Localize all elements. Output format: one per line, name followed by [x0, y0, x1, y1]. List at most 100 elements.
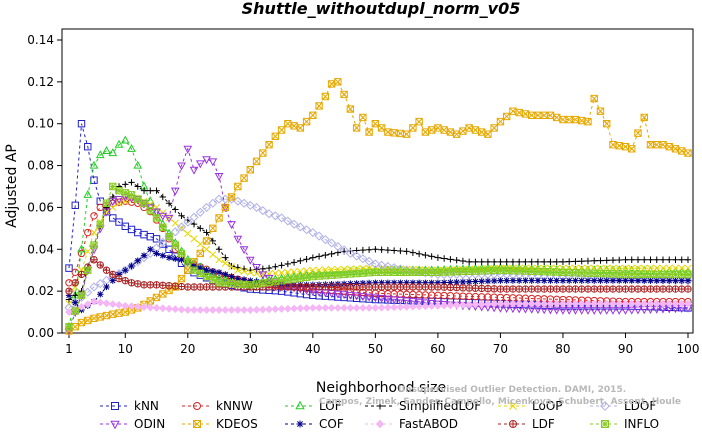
- data-point: [684, 270, 692, 279]
- data-point: [653, 285, 661, 293]
- data-point: [472, 278, 479, 285]
- data-point: [484, 258, 492, 266]
- data-point: [202, 272, 211, 281]
- data-point: [459, 278, 467, 286]
- data-point: [140, 199, 148, 207]
- data-point: [440, 301, 449, 310]
- data-point: [152, 214, 161, 222]
- y-tick-label: 0.00: [27, 326, 54, 340]
- legend-marker: [509, 402, 517, 410]
- data-point: [259, 149, 267, 157]
- data-point: [277, 305, 286, 313]
- legend-item: kNNW: [182, 399, 253, 413]
- legend-item: KDEOS: [182, 417, 258, 431]
- data-point: [270, 211, 280, 221]
- data-point: [352, 124, 361, 132]
- data-point: [102, 299, 111, 308]
- data-point: [591, 277, 598, 284]
- data-point: [278, 262, 285, 269]
- data-point: [297, 257, 304, 264]
- data-point: [440, 283, 448, 291]
- data-point: [115, 271, 123, 278]
- x-tick-label: 80: [555, 342, 570, 356]
- data-point: [359, 269, 367, 277]
- data-point: [77, 270, 86, 279]
- data-point: [159, 252, 166, 259]
- data-point: [684, 277, 692, 284]
- data-point: [147, 187, 154, 194]
- data-point: [364, 293, 374, 302]
- data-point: [202, 156, 211, 165]
- data-point: [209, 283, 217, 291]
- data-point: [221, 279, 230, 287]
- data-point: [227, 221, 236, 230]
- data-point: [153, 187, 160, 194]
- data-point: [214, 194, 224, 204]
- data-point: [396, 303, 405, 311]
- data-point: [327, 80, 336, 88]
- data-point: [434, 254, 442, 261]
- data-point: [403, 248, 410, 255]
- data-point: [190, 220, 198, 228]
- data-point: [221, 259, 229, 267]
- data-point: [572, 277, 579, 284]
- data-point: [108, 300, 117, 309]
- data-point: [240, 306, 248, 314]
- data-point: [559, 268, 567, 277]
- data-point: [234, 266, 242, 274]
- data-point: [596, 306, 605, 315]
- data-point: [228, 263, 236, 271]
- data-point: [628, 270, 636, 279]
- data-point: [321, 92, 330, 101]
- data-point: [265, 264, 273, 272]
- data-point: [227, 306, 236, 314]
- data-point: [283, 304, 292, 313]
- data-point: [259, 279, 267, 287]
- data-point: [678, 147, 686, 155]
- data-point: [108, 148, 118, 157]
- data-point: [659, 270, 667, 279]
- data-point: [89, 282, 99, 292]
- data-point: [203, 267, 210, 274]
- data-point: [240, 267, 248, 275]
- data-point: [596, 299, 605, 308]
- data-point: [165, 254, 173, 261]
- data-point: [552, 285, 561, 293]
- data-point: [396, 129, 405, 138]
- data-point: [653, 277, 660, 284]
- data-point: [296, 124, 305, 132]
- data-point: [653, 270, 661, 279]
- data-point: [146, 281, 154, 289]
- data-point: [352, 283, 361, 291]
- data-point: [409, 124, 417, 132]
- data-point: [302, 304, 311, 313]
- data-point: [190, 235, 198, 243]
- data-point: [284, 283, 292, 291]
- data-point: [646, 270, 655, 279]
- data-point: [189, 166, 199, 175]
- data-point: [577, 306, 587, 315]
- data-point: [390, 303, 399, 312]
- data-point: [459, 127, 467, 135]
- data-point: [609, 277, 617, 284]
- data-point: [352, 269, 361, 278]
- data-point: [522, 277, 529, 284]
- data-point: [202, 202, 212, 212]
- data-point: [434, 124, 442, 132]
- data-point: [84, 143, 92, 151]
- data-point: [628, 277, 635, 284]
- data-point: [208, 198, 218, 208]
- data-point: [640, 270, 648, 279]
- data-point: [320, 234, 330, 245]
- data-point: [596, 107, 605, 115]
- data-point: [384, 279, 392, 286]
- legend-marker: [601, 420, 609, 428]
- data-point: [165, 245, 173, 253]
- data-point: [484, 277, 492, 285]
- series-fastabod: [65, 297, 692, 316]
- legend-item: SimplifiedLOF: [365, 399, 481, 413]
- data-point: [115, 186, 123, 195]
- data-point: [140, 187, 148, 194]
- data-point: [183, 217, 193, 227]
- data-point: [171, 241, 179, 249]
